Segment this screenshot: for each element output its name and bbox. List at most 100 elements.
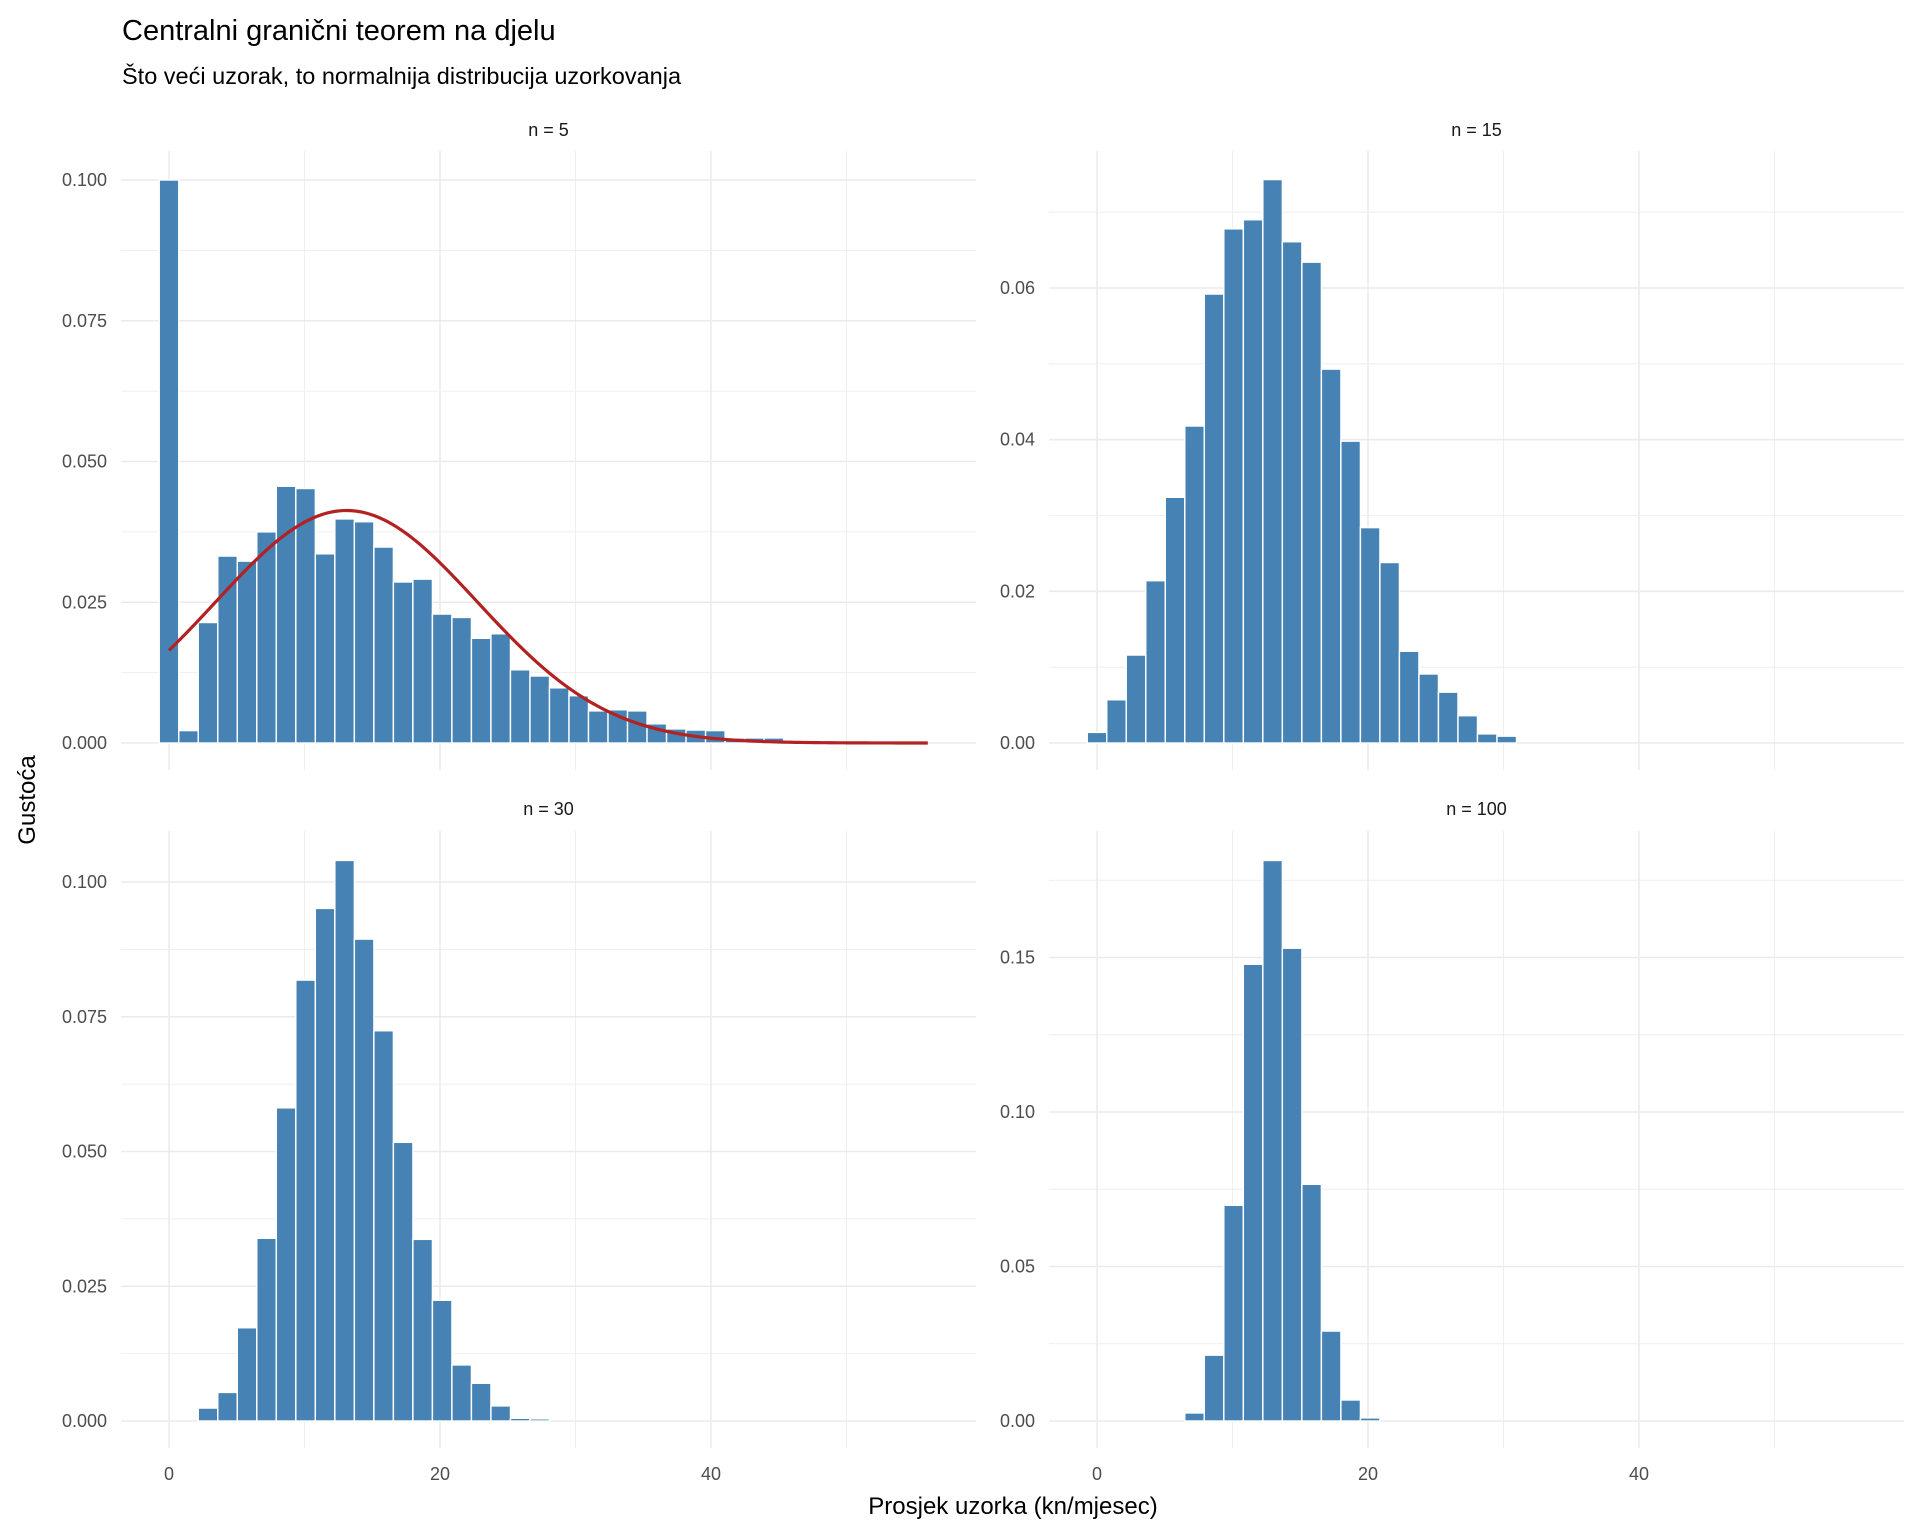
histogram-bar [236, 560, 258, 744]
x-tick-label: 40 [1629, 1464, 1649, 1484]
histogram-bar [392, 1141, 414, 1422]
histogram-bar [1281, 947, 1303, 1422]
histogram-bar [431, 1299, 453, 1422]
y-tick-label: 0.025 [62, 1276, 107, 1296]
histogram-bar [392, 581, 414, 744]
chart-title: Centralni granični teorem na djelu [122, 15, 556, 47]
facet-strip-label: n = 5 [528, 120, 569, 140]
x-axis-title: Prosjek uzorka (kn/mjesec) [868, 1493, 1157, 1520]
histogram-bar [1437, 691, 1459, 744]
histogram-bar [412, 578, 434, 744]
histogram-bar [490, 633, 512, 744]
histogram-bar [548, 687, 570, 744]
histogram-bar [334, 518, 356, 744]
y-tick-label: 0.00 [1000, 733, 1035, 753]
histogram-bar [1379, 561, 1401, 744]
histogram-bar [490, 1405, 512, 1422]
y-tick-label: 0.025 [62, 592, 107, 612]
histogram-bar [451, 1364, 473, 1422]
histogram-bar [529, 675, 551, 744]
histogram-bar [275, 1107, 297, 1422]
histogram-bar [1301, 1183, 1323, 1422]
y-tick-label: 0.075 [62, 1007, 107, 1027]
y-tick-label: 0.04 [1000, 430, 1035, 450]
histogram-bar [1203, 293, 1225, 744]
histogram-bar [1106, 699, 1127, 744]
histogram-bar [314, 553, 336, 744]
y-tick-label: 0.100 [62, 872, 107, 892]
histogram-bar [1145, 580, 1166, 744]
y-tick-label: 0.075 [62, 311, 107, 331]
x-tick-label: 20 [1358, 1464, 1378, 1484]
histogram-bar [470, 1382, 492, 1422]
histogram-bar [1125, 654, 1147, 744]
histogram-bar [1320, 1330, 1342, 1422]
histogram-bar [314, 907, 336, 1422]
x-tick-label: 0 [164, 1464, 174, 1484]
histogram-bar [1340, 1399, 1362, 1422]
histogram-bar [1476, 733, 1498, 744]
histogram-bar [1223, 1204, 1245, 1422]
histogram-bar [353, 521, 375, 744]
y-tick-label: 0.06 [1000, 278, 1035, 298]
facet-strip-label: n = 30 [523, 799, 574, 819]
histogram-bar [1496, 735, 1518, 744]
y-tick-label: 0.050 [62, 452, 107, 472]
histogram-bar [587, 710, 609, 744]
y-tick-label: 0.000 [62, 733, 107, 753]
histogram-bar [451, 616, 473, 744]
histogram-bar [1086, 731, 1108, 744]
x-tick-label: 0 [1092, 1464, 1102, 1484]
histogram-bar [1262, 178, 1284, 744]
histogram-bar [1359, 1417, 1381, 1422]
x-tick-label: 40 [701, 1464, 721, 1484]
facet-panel: n = 5 0.000 0.025 0.050 0.075 0.100 [62, 120, 976, 770]
histogram-bar [197, 621, 219, 744]
histogram-bar [1262, 859, 1284, 1422]
histogram-bar [431, 613, 453, 744]
histogram-bar [217, 1391, 238, 1422]
histogram-bar [334, 859, 356, 1422]
histogram-bar [1398, 650, 1420, 744]
histogram-bar [1242, 963, 1264, 1422]
histogram-bar [197, 1407, 219, 1422]
histogram-bar [568, 695, 590, 744]
histogram-bar [1301, 261, 1323, 744]
histogram-bar [353, 938, 375, 1422]
histogram-bar [1223, 228, 1245, 744]
histogram-bar [256, 531, 278, 744]
histogram-bar [1184, 1412, 1206, 1422]
y-tick-label: 0.15 [1000, 948, 1035, 968]
histogram-bar [529, 1418, 551, 1422]
histogram-bar [1457, 715, 1479, 744]
histogram-bar [178, 729, 199, 744]
histogram-bar [373, 1030, 395, 1422]
chart-subtitle: Što veći uzorak, to normalnija distribuc… [122, 62, 682, 89]
facet-panel: n = 15 0.00 0.02 0.04 0.06 [1000, 120, 1904, 770]
y-tick-label: 0.00 [1000, 1411, 1035, 1431]
histogram-bar [1320, 368, 1342, 744]
x-tick-label: 20 [430, 1464, 450, 1484]
facet-strip-label: n = 15 [1451, 120, 1502, 140]
histogram-bar [236, 1327, 258, 1422]
y-tick-label: 0.02 [1000, 581, 1035, 601]
histogram-bar [1359, 526, 1381, 744]
y-tick-label: 0.100 [62, 170, 107, 190]
y-axis-title: Gustoća [14, 755, 41, 845]
y-tick-label: 0.050 [62, 1142, 107, 1162]
histogram-bar [1164, 496, 1186, 744]
histogram-bar [256, 1237, 278, 1422]
histogram-bar [509, 1417, 531, 1422]
histogram-bar [295, 979, 317, 1422]
histogram-bar [1418, 673, 1440, 744]
y-tick-label: 0.10 [1000, 1102, 1035, 1122]
y-tick-label: 0.000 [62, 1411, 107, 1431]
facet-panel: n = 30 0.000 0.025 0.050 0.075 0.100 0 20 40 [62, 799, 976, 1484]
histogram-bar [1242, 219, 1264, 744]
histogram-bar [158, 179, 180, 744]
histogram-bar [275, 485, 297, 744]
normal-density-curve [167, 508, 928, 745]
histogram-bar [1184, 425, 1206, 744]
